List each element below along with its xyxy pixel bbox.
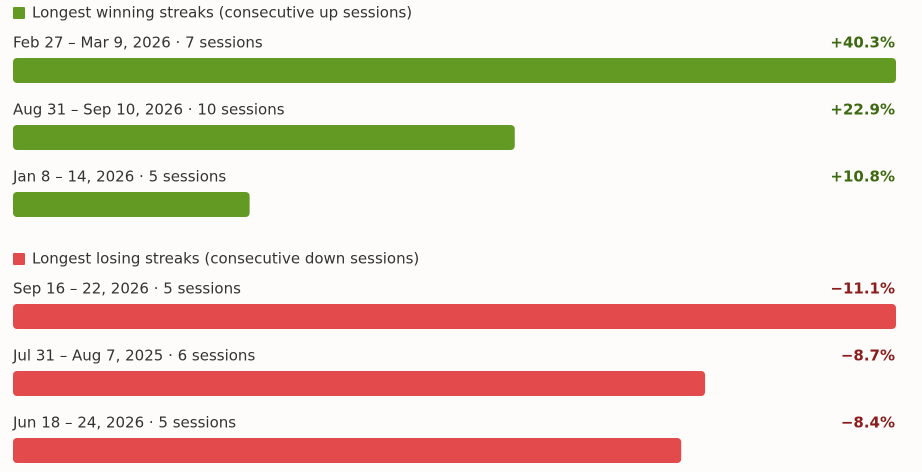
bar <box>13 304 896 329</box>
legend-swatch <box>13 7 25 19</box>
row-label: Sep 16 – 22, 2026 · 5 sessions <box>13 280 241 298</box>
bar <box>13 58 896 83</box>
bar <box>13 125 515 150</box>
row-label: Jan 8 – 14, 2026 · 5 sessions <box>12 168 226 186</box>
value-label: +10.8% <box>830 168 895 186</box>
value-label: +22.9% <box>830 101 895 119</box>
value-label: +40.3% <box>830 34 895 52</box>
row-label: Aug 31 – Sep 10, 2026 · 10 sessions <box>13 101 285 119</box>
row-label: Jun 18 – 24, 2026 · 5 sessions <box>12 414 236 432</box>
row-label: Jul 31 – Aug 7, 2025 · 6 sessions <box>12 347 255 365</box>
value-label: −8.7% <box>841 347 895 365</box>
group-title: Longest winning streaks (consecutive up … <box>32 4 412 22</box>
value-label: −8.4% <box>841 414 895 432</box>
bar <box>13 192 250 217</box>
legend-swatch <box>13 253 25 265</box>
bar <box>13 371 706 396</box>
value-label: −11.1% <box>830 280 895 298</box>
row-label: Feb 27 – Mar 9, 2026 · 7 sessions <box>13 34 263 52</box>
bar <box>13 438 682 463</box>
group-title: Longest losing streaks (consecutive down… <box>32 250 419 268</box>
